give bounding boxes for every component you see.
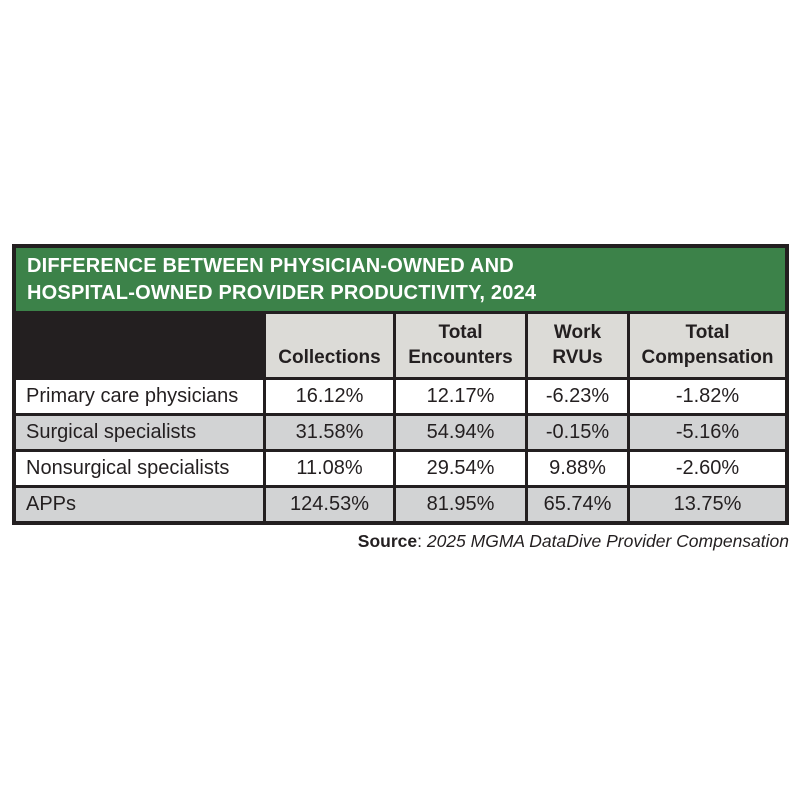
column-header-total-encounters: Total Encounters <box>396 314 525 377</box>
cell-primary-care-encounters: 12.17% <box>396 380 525 413</box>
cell-nonsurgical-rvus: 9.88% <box>528 452 627 485</box>
cell-apps-compensation: 13.75% <box>630 488 785 521</box>
productivity-table: DIFFERENCE BETWEEN PHYSICIAN-OWNED AND H… <box>12 244 789 525</box>
source-line: Source: 2025 MGMA DataDive Provider Comp… <box>358 531 789 552</box>
cell-surgical-compensation: -5.16% <box>630 416 785 449</box>
table-title: DIFFERENCE BETWEEN PHYSICIAN-OWNED AND H… <box>16 248 785 311</box>
cell-primary-care-collections: 16.12% <box>266 380 393 413</box>
column-header-total-compensation: Total Compensation <box>630 314 785 377</box>
column-header-collections: Collections <box>266 314 393 377</box>
column-header-work-rvus: Work RVUs <box>528 314 627 377</box>
source-separator: : <box>417 531 427 551</box>
row-label-apps: APPs <box>16 488 263 521</box>
cell-nonsurgical-compensation: -2.60% <box>630 452 785 485</box>
cell-apps-encounters: 81.95% <box>396 488 525 521</box>
cell-apps-collections: 124.53% <box>266 488 393 521</box>
row-label-surgical: Surgical specialists <box>16 416 263 449</box>
cell-nonsurgical-collections: 11.08% <box>266 452 393 485</box>
cell-primary-care-compensation: -1.82% <box>630 380 785 413</box>
cell-apps-rvus: 65.74% <box>528 488 627 521</box>
table-grid: Collections Total Encounters Work RVUs T… <box>16 314 785 521</box>
source-label: Source <box>357 531 418 551</box>
cell-nonsurgical-encounters: 29.54% <box>396 452 525 485</box>
row-label-nonsurgical: Nonsurgical specialists <box>16 452 263 485</box>
cell-surgical-collections: 31.58% <box>266 416 393 449</box>
row-label-primary-care: Primary care physicians <box>16 380 263 413</box>
cell-surgical-encounters: 54.94% <box>396 416 525 449</box>
header-corner-cell <box>16 314 263 377</box>
source-citation: 2025 MGMA DataDive Provider Compensation <box>426 531 789 551</box>
cell-primary-care-rvus: -6.23% <box>528 380 627 413</box>
cell-surgical-rvus: -0.15% <box>528 416 627 449</box>
